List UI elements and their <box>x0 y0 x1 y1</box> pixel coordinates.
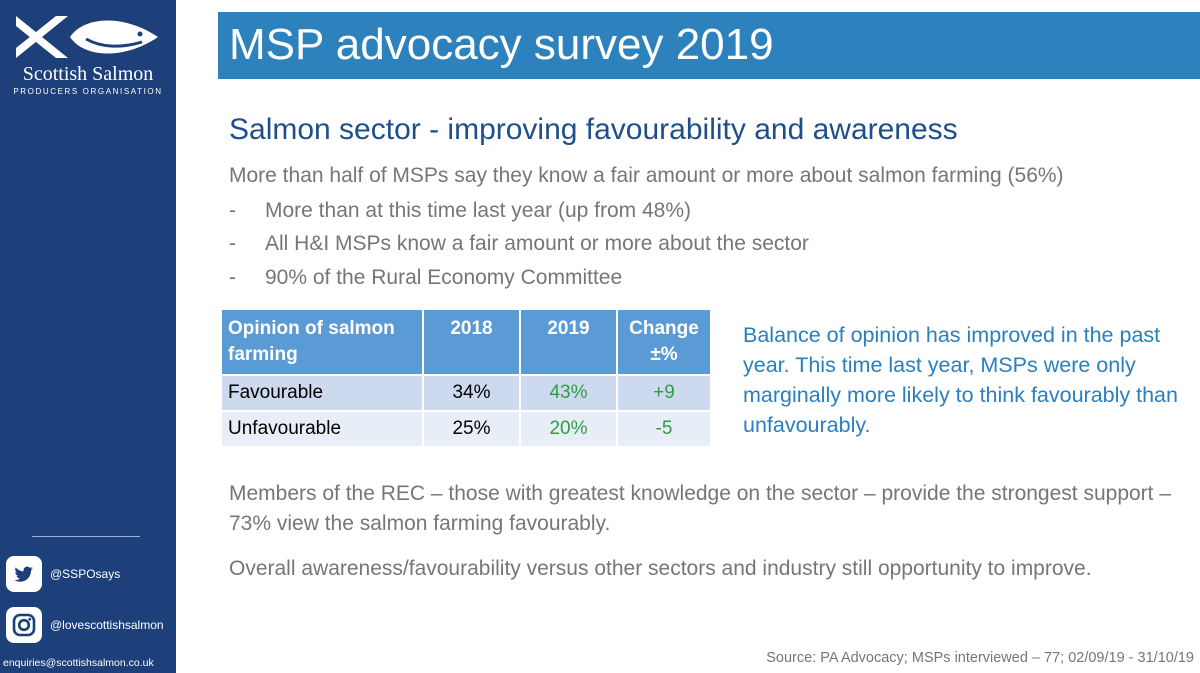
twitter-handle[interactable]: @SSPOsays <box>50 567 121 581</box>
table-cell: -5 <box>618 412 710 446</box>
table-row: Unfavourable 25% 20% -5 <box>222 412 710 446</box>
table-cell: 25% <box>424 412 519 446</box>
slide-title: MSP advocacy survey 2019 <box>229 20 774 69</box>
lead-text: More than half of MSPs say they know a f… <box>229 164 1064 187</box>
table-cell: Favourable <box>222 376 422 410</box>
instagram-handle[interactable]: @lovescottishsalmon <box>50 618 164 632</box>
bullet-marker: - <box>229 199 236 222</box>
logo-name: Scottish Salmon <box>22 63 154 85</box>
bullet-text: All H&I MSPs know a fair amount or more … <box>265 232 809 255</box>
bullet-item: - 90% of the Rural Economy Committee <box>229 266 622 290</box>
fish-logo-icon <box>16 16 158 58</box>
logo-subtitle: PRODUCERS ORGANISATION <box>13 87 163 96</box>
opinion-table: Opinion of salmon farming 2018 2019 Chan… <box>220 308 712 448</box>
bullet-text: More than at this time last year (up fro… <box>265 199 691 222</box>
table-header-cell: Opinion of salmon farming <box>222 310 422 374</box>
contact-email[interactable]: enquiries@scottishsalmon.co.uk <box>3 657 154 669</box>
table-header-cell: 2018 <box>424 310 519 374</box>
title-bar: MSP advocacy survey 2019 <box>218 12 1200 79</box>
table-cell: 43% <box>521 376 616 410</box>
table-header-row: Opinion of salmon farming 2018 2019 Chan… <box>222 310 710 374</box>
bullet-item: - More than at this time last year (up fr… <box>229 199 691 223</box>
sidebar: Scottish Salmon PRODUCERS ORGANISATION @… <box>0 0 176 673</box>
table-cell: 20% <box>521 412 616 446</box>
section-heading: Salmon sector - improving favourability … <box>229 113 958 146</box>
bullet-marker: - <box>229 266 236 289</box>
sidebar-divider <box>32 536 140 537</box>
bullet-text: 90% of the Rural Economy Committee <box>265 266 623 289</box>
paragraph-awareness: Overall awareness/favourability versus o… <box>229 557 1092 580</box>
table-cell: +9 <box>618 376 710 410</box>
table-row: Favourable 34% 43% +9 <box>222 376 710 410</box>
table-cell: Unfavourable <box>222 412 422 446</box>
table-header-cell: Change ±% <box>618 310 710 374</box>
bullet-item: - All H&I MSPs know a fair amount or more… <box>229 232 809 256</box>
instagram-icon[interactable] <box>6 607 42 643</box>
callout-note: Balance of opinion has improved in the p… <box>743 323 1178 437</box>
paragraph-rec: Members of the REC – those with greatest… <box>229 482 1172 535</box>
bullet-marker: - <box>229 232 236 255</box>
table-header-cell: 2019 <box>521 310 616 374</box>
twitter-icon[interactable] <box>6 556 42 592</box>
table-cell: 34% <box>424 376 519 410</box>
source-note: Source: PA Advocacy; MSPs interviewed – … <box>766 650 1194 666</box>
